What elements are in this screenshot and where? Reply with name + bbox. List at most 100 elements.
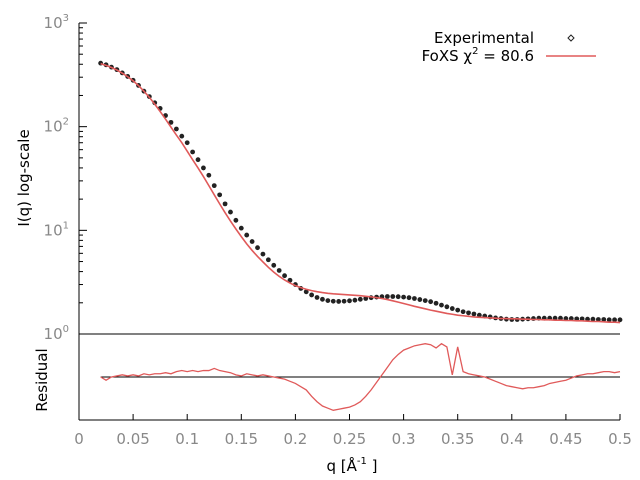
x-tick-label: 0.1 <box>175 430 199 448</box>
experimental-point <box>395 294 401 300</box>
legend-foxs-text-after: = 80.6 <box>478 47 534 65</box>
experimental-point <box>201 165 206 171</box>
residual-line <box>100 342 621 411</box>
main-series <box>98 60 623 324</box>
legend-label-foxs: FoXS χ2 = 80.6 <box>422 46 534 65</box>
experimental-point <box>314 295 320 300</box>
experimental-point <box>228 209 233 215</box>
experimental-point <box>206 172 212 178</box>
experimental-point <box>439 302 444 308</box>
experimental-point <box>428 299 434 305</box>
x-tick-label: 0.45 <box>549 430 582 448</box>
experimental-point <box>471 311 477 317</box>
experimental-point <box>352 297 358 303</box>
legend: Experimental FoXS χ2 = 80.6 <box>422 29 596 65</box>
experimental-point <box>590 316 596 322</box>
experimental-point <box>282 273 287 279</box>
experimental-point <box>347 298 352 304</box>
experimental-point <box>260 251 266 257</box>
experimental-point <box>276 268 282 273</box>
experimental-point <box>617 317 623 323</box>
x-ticks: 0 0.05 0.1 0.15 0.2 0.25 0.3 0.35 0.4 0.45 0.5 <box>74 414 632 448</box>
experimental-point <box>222 201 228 207</box>
experimental-point <box>341 298 347 304</box>
experimental-point <box>320 296 325 302</box>
y-tick-label: 102 <box>44 117 69 136</box>
experimental-point <box>325 298 331 303</box>
y-tick-base: 10 <box>44 118 63 136</box>
experimental-point <box>195 157 201 163</box>
y-tick-label: 101 <box>44 220 69 239</box>
experimental-point <box>612 317 617 323</box>
experimental-point <box>412 296 417 301</box>
x-axis-label: q [Å-1 ] <box>326 456 377 475</box>
x-tick-label: 0.35 <box>441 430 474 448</box>
x-axis-label-end: ] <box>367 457 378 475</box>
experimental-point <box>211 183 217 189</box>
experimental-point <box>303 289 309 295</box>
experimental-point <box>357 296 363 302</box>
x-tick-label: 0.05 <box>116 430 149 448</box>
x-tick-label: 0.25 <box>333 430 366 448</box>
y-tick-exponent: 2 <box>63 117 69 128</box>
experimental-point <box>460 309 466 315</box>
y-tick-exponent: 3 <box>63 13 69 24</box>
y-tick-exponent: 0 <box>63 324 69 335</box>
experimental-point <box>249 239 255 244</box>
y-tick-base: 10 <box>44 14 63 32</box>
experimental-point <box>287 277 293 283</box>
residual-series <box>100 342 621 411</box>
experimental-point <box>309 292 315 298</box>
experimental-point <box>601 317 607 322</box>
experimental-point <box>390 294 396 299</box>
experimental-point <box>173 126 179 132</box>
experimental-point <box>330 298 336 304</box>
x-tick-label: 0.3 <box>392 430 416 448</box>
y-tick-exponent: 1 <box>63 220 69 231</box>
x-tick-label: 0.15 <box>225 430 258 448</box>
x-axis-label-superscript: -1 <box>357 456 367 467</box>
experimental-point <box>217 192 223 198</box>
experimental-point <box>168 119 174 125</box>
experimental-point <box>417 297 423 302</box>
legend-foxs-superscript: 2 <box>472 46 478 57</box>
experimental-point <box>449 306 455 311</box>
experimental-point <box>433 300 439 306</box>
experimental-point <box>406 295 412 301</box>
y-tick-base: 10 <box>44 325 63 343</box>
experimental-point <box>265 257 271 263</box>
experimental-point <box>336 299 342 304</box>
legend-label-experimental: Experimental <box>434 29 534 47</box>
y-tick-label: 103 <box>44 13 69 32</box>
legend-foxs-text-before: FoXS χ <box>422 47 473 65</box>
residual-panel: 0 0.05 0.1 0.15 0.2 0.25 0.3 0.35 0.4 0.45 0.5 Res… <box>33 333 632 475</box>
experimental-point <box>466 310 471 316</box>
residual-y-label: Residual <box>33 348 51 411</box>
experimental-point <box>363 296 369 301</box>
experimental-point <box>606 317 612 323</box>
x-tick-label: 0.5 <box>608 430 632 448</box>
experimental-point <box>184 140 190 146</box>
experimental-point <box>190 149 196 155</box>
x-tick-label: 0 <box>74 430 84 448</box>
x-tick-label: 0.4 <box>500 430 524 448</box>
legend-marker-experimental <box>567 34 575 42</box>
experimental-point <box>179 133 185 139</box>
experimental-point <box>233 217 239 223</box>
y-tick-label: 100 <box>44 324 69 343</box>
experimental-point <box>384 294 390 299</box>
experimental-point <box>238 225 244 231</box>
series-experimental <box>98 60 623 323</box>
experimental-point <box>476 312 482 318</box>
x-tick-label: 0.2 <box>283 430 307 448</box>
experimental-point <box>455 307 461 313</box>
x-axis-label-base: q [Å <box>326 456 357 475</box>
experimental-point <box>422 298 428 303</box>
y-tick-base: 10 <box>44 221 63 239</box>
series-foxs-fit <box>100 62 621 324</box>
experimental-point <box>244 232 250 238</box>
experimental-point <box>444 304 450 310</box>
